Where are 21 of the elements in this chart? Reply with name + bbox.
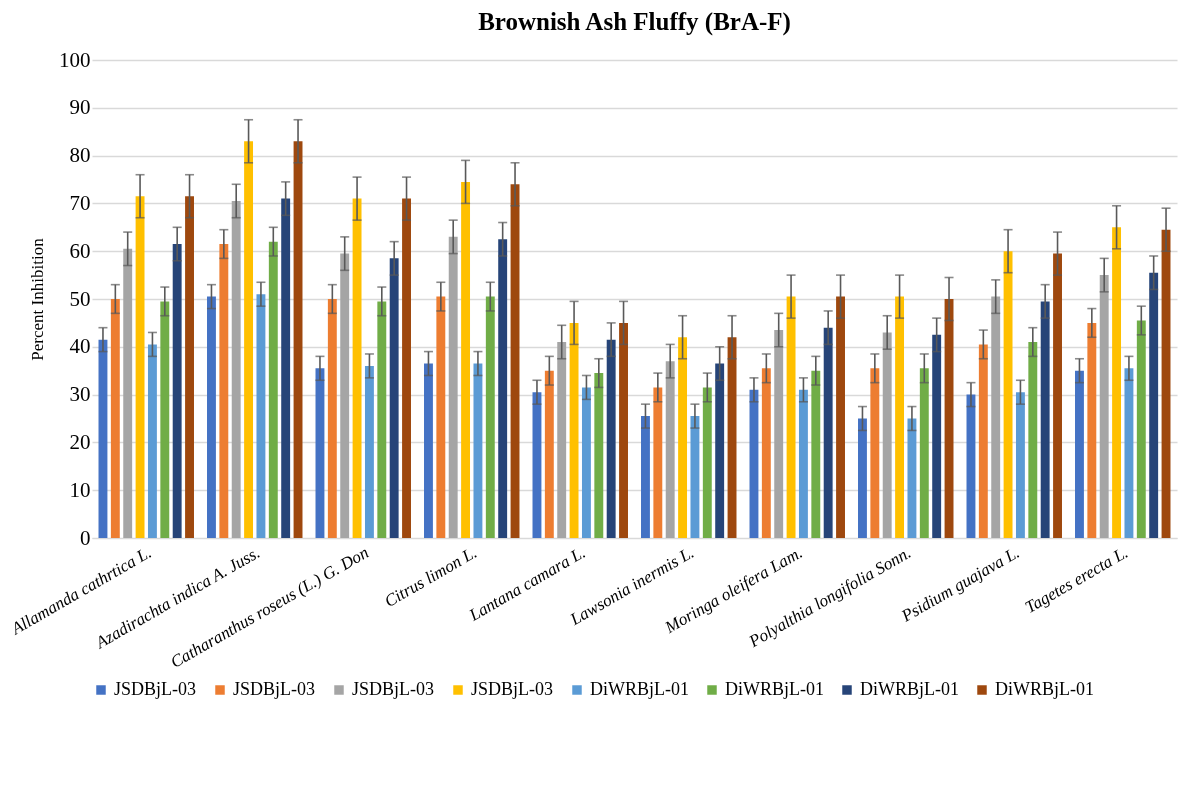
y-tick-label: 60 (69, 238, 91, 263)
legend-label: DiWRBjL-01 (995, 679, 1094, 699)
legend-label: JSDBjL-03 (471, 679, 554, 699)
y-tick-label: 70 (69, 190, 91, 215)
y-tick-label: 0 (80, 525, 91, 550)
y-tick-label: 90 (69, 95, 91, 120)
legend-label: DiWRBjL-01 (590, 679, 689, 699)
y-tick-label: 50 (69, 286, 91, 311)
y-tick-label: 30 (69, 382, 91, 407)
y-tick-label: 80 (69, 143, 91, 168)
legend-label: JSDBjL-03 (114, 679, 197, 699)
y-tick-label: 10 (69, 477, 91, 502)
y-axis-title: Percent Inhibition (28, 237, 47, 361)
legend-label: JSDBjL-03 (233, 679, 316, 699)
y-tick-label: 40 (69, 334, 91, 359)
y-tick-label: 100 (59, 47, 91, 72)
chart-title: Brownish Ash Fluffy (BrA-F) (478, 8, 791, 36)
legend-label: JSDBjL-03 (352, 679, 435, 699)
legend-label: DiWRBjL-01 (860, 679, 959, 699)
legend-label: DiWRBjL-01 (725, 679, 824, 699)
y-tick-label: 20 (69, 429, 91, 454)
